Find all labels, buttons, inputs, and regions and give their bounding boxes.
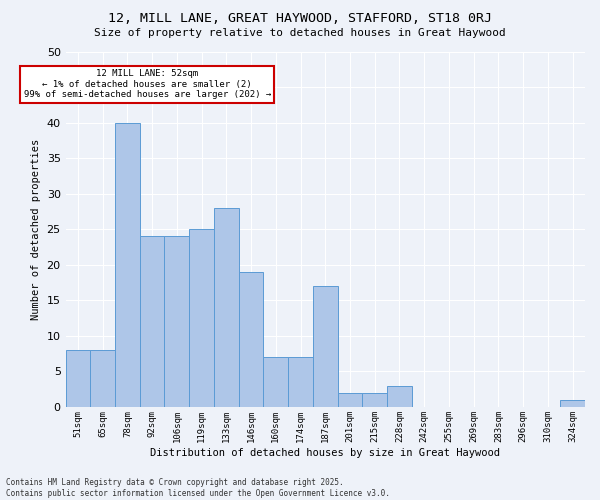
Bar: [338, 392, 362, 407]
Text: Contains HM Land Registry data © Crown copyright and database right 2025.
Contai: Contains HM Land Registry data © Crown c…: [6, 478, 390, 498]
X-axis label: Distribution of detached houses by size in Great Haywood: Distribution of detached houses by size …: [150, 448, 500, 458]
Bar: [362, 392, 387, 407]
Y-axis label: Number of detached properties: Number of detached properties: [31, 138, 41, 320]
Bar: [164, 236, 189, 407]
Bar: [65, 350, 90, 407]
Text: 12, MILL LANE, GREAT HAYWOOD, STAFFORD, ST18 0RJ: 12, MILL LANE, GREAT HAYWOOD, STAFFORD, …: [108, 12, 492, 26]
Bar: [387, 386, 412, 407]
Bar: [263, 357, 288, 407]
Bar: [239, 272, 263, 407]
Bar: [560, 400, 585, 407]
Bar: [140, 236, 164, 407]
Bar: [115, 122, 140, 407]
Text: Size of property relative to detached houses in Great Haywood: Size of property relative to detached ho…: [94, 28, 506, 38]
Bar: [288, 357, 313, 407]
Bar: [214, 208, 239, 407]
Bar: [90, 350, 115, 407]
Bar: [313, 286, 338, 407]
Text: 12 MILL LANE: 52sqm
← 1% of detached houses are smaller (2)
99% of semi-detached: 12 MILL LANE: 52sqm ← 1% of detached hou…: [23, 70, 271, 99]
Bar: [189, 229, 214, 407]
